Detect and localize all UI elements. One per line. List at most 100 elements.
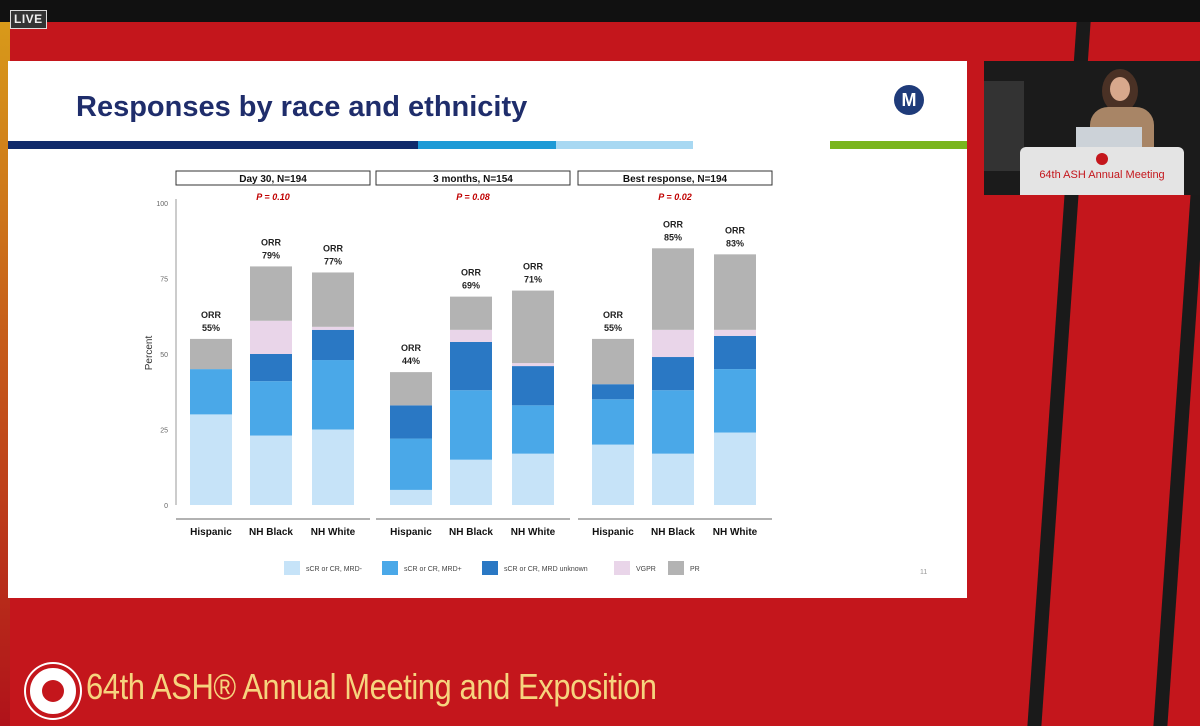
video-top-bar: LIVE xyxy=(0,0,1200,29)
laptop xyxy=(1076,127,1142,147)
bar-segment xyxy=(312,326,354,330)
orr-label: ORR xyxy=(663,219,684,229)
speaker-face xyxy=(1110,77,1130,101)
panel-title: Day 30, N=194 xyxy=(239,174,307,185)
bar-segment xyxy=(592,399,634,445)
p-value: P = 0.10 xyxy=(256,192,289,202)
legend-label: sCR or CR, MRD unknown xyxy=(504,566,588,573)
legend-swatch xyxy=(614,561,630,575)
bar-segment xyxy=(312,429,354,505)
panel-title: 3 months, N=154 xyxy=(433,174,513,185)
legend-swatch xyxy=(284,561,300,575)
ash-podium-logo xyxy=(1096,153,1108,165)
speaker-video: 64th ASH Annual Meeting xyxy=(984,61,1200,195)
legend-swatch xyxy=(382,561,398,575)
orr-value: 55% xyxy=(604,323,622,333)
bar-segment xyxy=(714,335,756,370)
legend-swatch xyxy=(482,561,498,575)
bar-segment xyxy=(592,444,634,505)
slide-number: 11 xyxy=(920,569,928,576)
bar-segment xyxy=(714,254,756,330)
legend-label: PR xyxy=(690,566,700,573)
x-tick-label: NH White xyxy=(311,527,356,538)
y-tick-label: 50 xyxy=(160,352,168,359)
x-tick-label: Hispanic xyxy=(592,527,634,538)
x-tick-label: Hispanic xyxy=(390,527,432,538)
bar-segment xyxy=(190,414,232,505)
bar-segment xyxy=(250,381,292,436)
accent-bar-green xyxy=(830,141,967,149)
orr-value: 79% xyxy=(262,250,280,260)
accent-bar-blue xyxy=(418,141,556,149)
x-tick-label: NH White xyxy=(713,527,758,538)
orr-label: ORR xyxy=(523,262,544,272)
bar-segment xyxy=(450,329,492,342)
bar-segment xyxy=(592,384,634,400)
bar-segment xyxy=(450,341,492,391)
bar-segment xyxy=(714,329,756,336)
stage-screen xyxy=(984,81,1024,171)
footer-meeting-title: 64th ASH® Annual Meeting and Exposition xyxy=(86,666,657,707)
bar-segment xyxy=(652,248,694,330)
orr-value: 44% xyxy=(402,356,420,366)
panel-header-box xyxy=(375,170,571,186)
orr-label: ORR xyxy=(261,237,282,247)
bar-segment xyxy=(714,432,756,505)
presentation-slide: Responses by race and ethnicity M Percen… xyxy=(8,61,967,598)
bar-segment xyxy=(512,366,554,406)
bar-segment xyxy=(714,369,756,433)
orr-label: ORR xyxy=(725,225,746,235)
orr-value: 55% xyxy=(202,323,220,333)
bar-segment xyxy=(390,489,432,505)
orr-label: ORR xyxy=(201,310,222,320)
orr-value: 77% xyxy=(324,256,342,266)
orr-label: ORR xyxy=(603,310,624,320)
bar-segment xyxy=(390,372,432,406)
accent-bar-lightblue xyxy=(556,141,693,149)
orr-value: 71% xyxy=(524,275,542,285)
panel-header-box xyxy=(175,170,371,186)
bar-segment xyxy=(512,453,554,505)
podium: 64th ASH Annual Meeting xyxy=(1020,147,1184,195)
bar-segment xyxy=(450,459,492,505)
bar-segment xyxy=(652,453,694,505)
bar-segment xyxy=(512,363,554,367)
y-axis-label: Percent xyxy=(144,336,155,371)
ash-logo-mark xyxy=(42,680,64,702)
p-value: P = 0.02 xyxy=(658,192,691,202)
bar-segment xyxy=(390,438,432,490)
bar-segment xyxy=(512,405,554,454)
bar-segment xyxy=(312,329,354,361)
orr-value: 85% xyxy=(664,232,682,242)
bar-segment xyxy=(390,405,432,439)
legend-swatch xyxy=(668,561,684,575)
orr-value: 83% xyxy=(726,238,744,248)
accent-bar-navy xyxy=(8,141,418,149)
orr-value: 69% xyxy=(462,281,480,291)
bar-segment xyxy=(652,390,694,454)
bar-segment xyxy=(652,357,694,391)
x-tick-label: NH Black xyxy=(249,527,293,538)
podium-text: 64th ASH Annual Meeting xyxy=(1039,169,1165,181)
live-badge: LIVE xyxy=(10,10,47,29)
y-tick-label: 25 xyxy=(160,428,168,435)
background-accent xyxy=(0,22,10,726)
legend-label: sCR or CR, MRD- xyxy=(306,566,363,573)
x-tick-label: Hispanic xyxy=(190,527,232,538)
myeloma-logo: M xyxy=(894,85,924,115)
bar-segment xyxy=(512,290,554,364)
bar-segment xyxy=(250,320,292,354)
bar-segment xyxy=(250,266,292,321)
orr-label: ORR xyxy=(401,343,422,353)
bar-segment xyxy=(652,329,694,358)
ash-logo xyxy=(26,664,80,718)
bar-segment xyxy=(312,272,354,327)
bar-segment xyxy=(250,435,292,505)
bar-segment xyxy=(450,390,492,460)
stacked-bar-chart: Percent 0 25 50 75 100 Day 30, N=194 P = 0.10 OR… xyxy=(144,170,773,575)
p-value: P = 0.08 xyxy=(456,192,489,202)
panel-title: Best response, N=194 xyxy=(623,174,728,185)
panel-header-box xyxy=(577,170,773,186)
bar-segment xyxy=(250,354,292,382)
bar-segment xyxy=(190,369,232,415)
